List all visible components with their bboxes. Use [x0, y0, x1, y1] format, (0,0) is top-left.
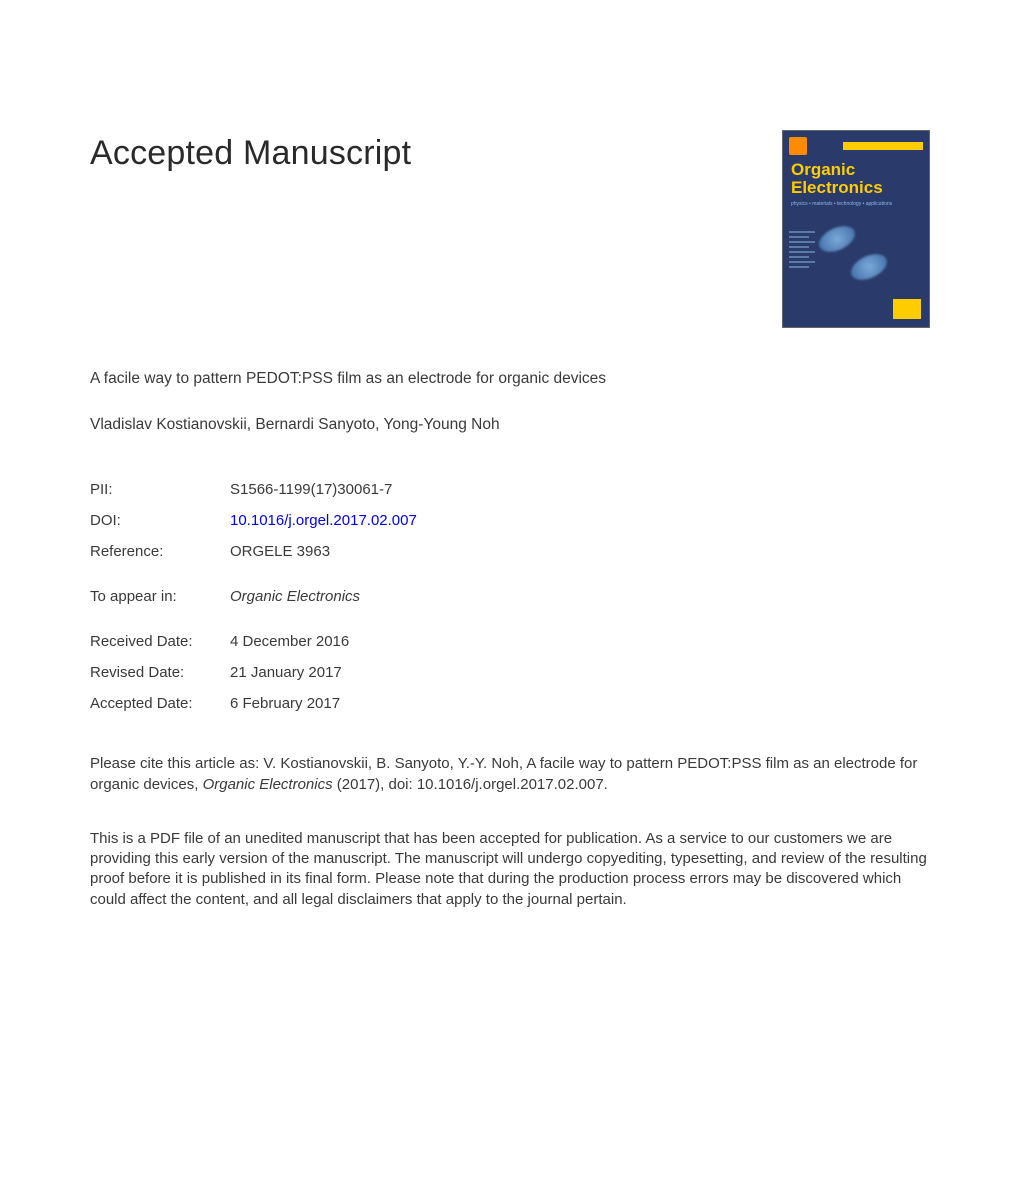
meta-row-reference: Reference: ORGELE 3963 — [90, 541, 930, 562]
meta-value-doi[interactable]: 10.1016/j.orgel.2017.02.007 — [230, 510, 930, 531]
disclaimer-text: This is a PDF file of an unedited manusc… — [90, 829, 930, 910]
meta-row-received: Received Date: 4 December 2016 — [90, 631, 930, 652]
meta-value-received: 4 December 2016 — [230, 631, 930, 652]
meta-value-reference: ORGELE 3963 — [230, 541, 930, 562]
meta-row-appear: To appear in: Organic Electronics — [90, 586, 930, 607]
cover-badge — [893, 299, 921, 319]
article-title: A facile way to pattern PEDOT:PSS film a… — [90, 368, 930, 390]
cover-topbar — [789, 137, 923, 155]
citation-suffix: (2017), doi: 10.1016/j.orgel.2017.02.007… — [333, 776, 608, 793]
meta-table: PII: S1566-1199(17)30061-7 DOI: 10.1016/… — [90, 479, 930, 714]
meta-label-revised: Revised Date: — [90, 662, 230, 683]
header-row: Accepted Manuscript OrganicElectronics p… — [90, 130, 930, 328]
article-authors: Vladislav Kostianovskii, Bernardi Sanyot… — [90, 414, 930, 436]
cover-artwork — [808, 216, 903, 291]
meta-row-doi: DOI: 10.1016/j.orgel.2017.02.007 — [90, 510, 930, 531]
cover-sidetext — [789, 231, 819, 271]
citation-text: Please cite this article as: V. Kostiano… — [90, 754, 930, 795]
meta-row-revised: Revised Date: 21 January 2017 — [90, 662, 930, 683]
cover-journal-title: OrganicElectronics — [791, 161, 883, 197]
meta-row-accepted: Accepted Date: 6 February 2017 — [90, 693, 930, 714]
citation-journal: Organic Electronics — [203, 776, 333, 793]
meta-value-appear: Organic Electronics — [230, 586, 930, 607]
meta-label-pii: PII: — [90, 479, 230, 500]
cover-subtitle: physics • materials • technology • appli… — [791, 201, 892, 208]
meta-label-received: Received Date: — [90, 631, 230, 652]
meta-label-reference: Reference: — [90, 541, 230, 562]
publisher-logo-icon — [789, 137, 807, 155]
meta-value-revised: 21 January 2017 — [230, 662, 930, 683]
meta-label-appear: To appear in: — [90, 586, 230, 607]
meta-label-doi: DOI: — [90, 510, 230, 531]
meta-label-accepted: Accepted Date: — [90, 693, 230, 714]
page-title: Accepted Manuscript — [90, 130, 411, 178]
meta-value-accepted: 6 February 2017 — [230, 693, 930, 714]
meta-value-pii: S1566-1199(17)30061-7 — [230, 479, 930, 500]
meta-row-pii: PII: S1566-1199(17)30061-7 — [90, 479, 930, 500]
journal-cover-thumbnail: OrganicElectronics physics • materials •… — [782, 130, 930, 328]
cover-accent-bar — [843, 142, 923, 150]
